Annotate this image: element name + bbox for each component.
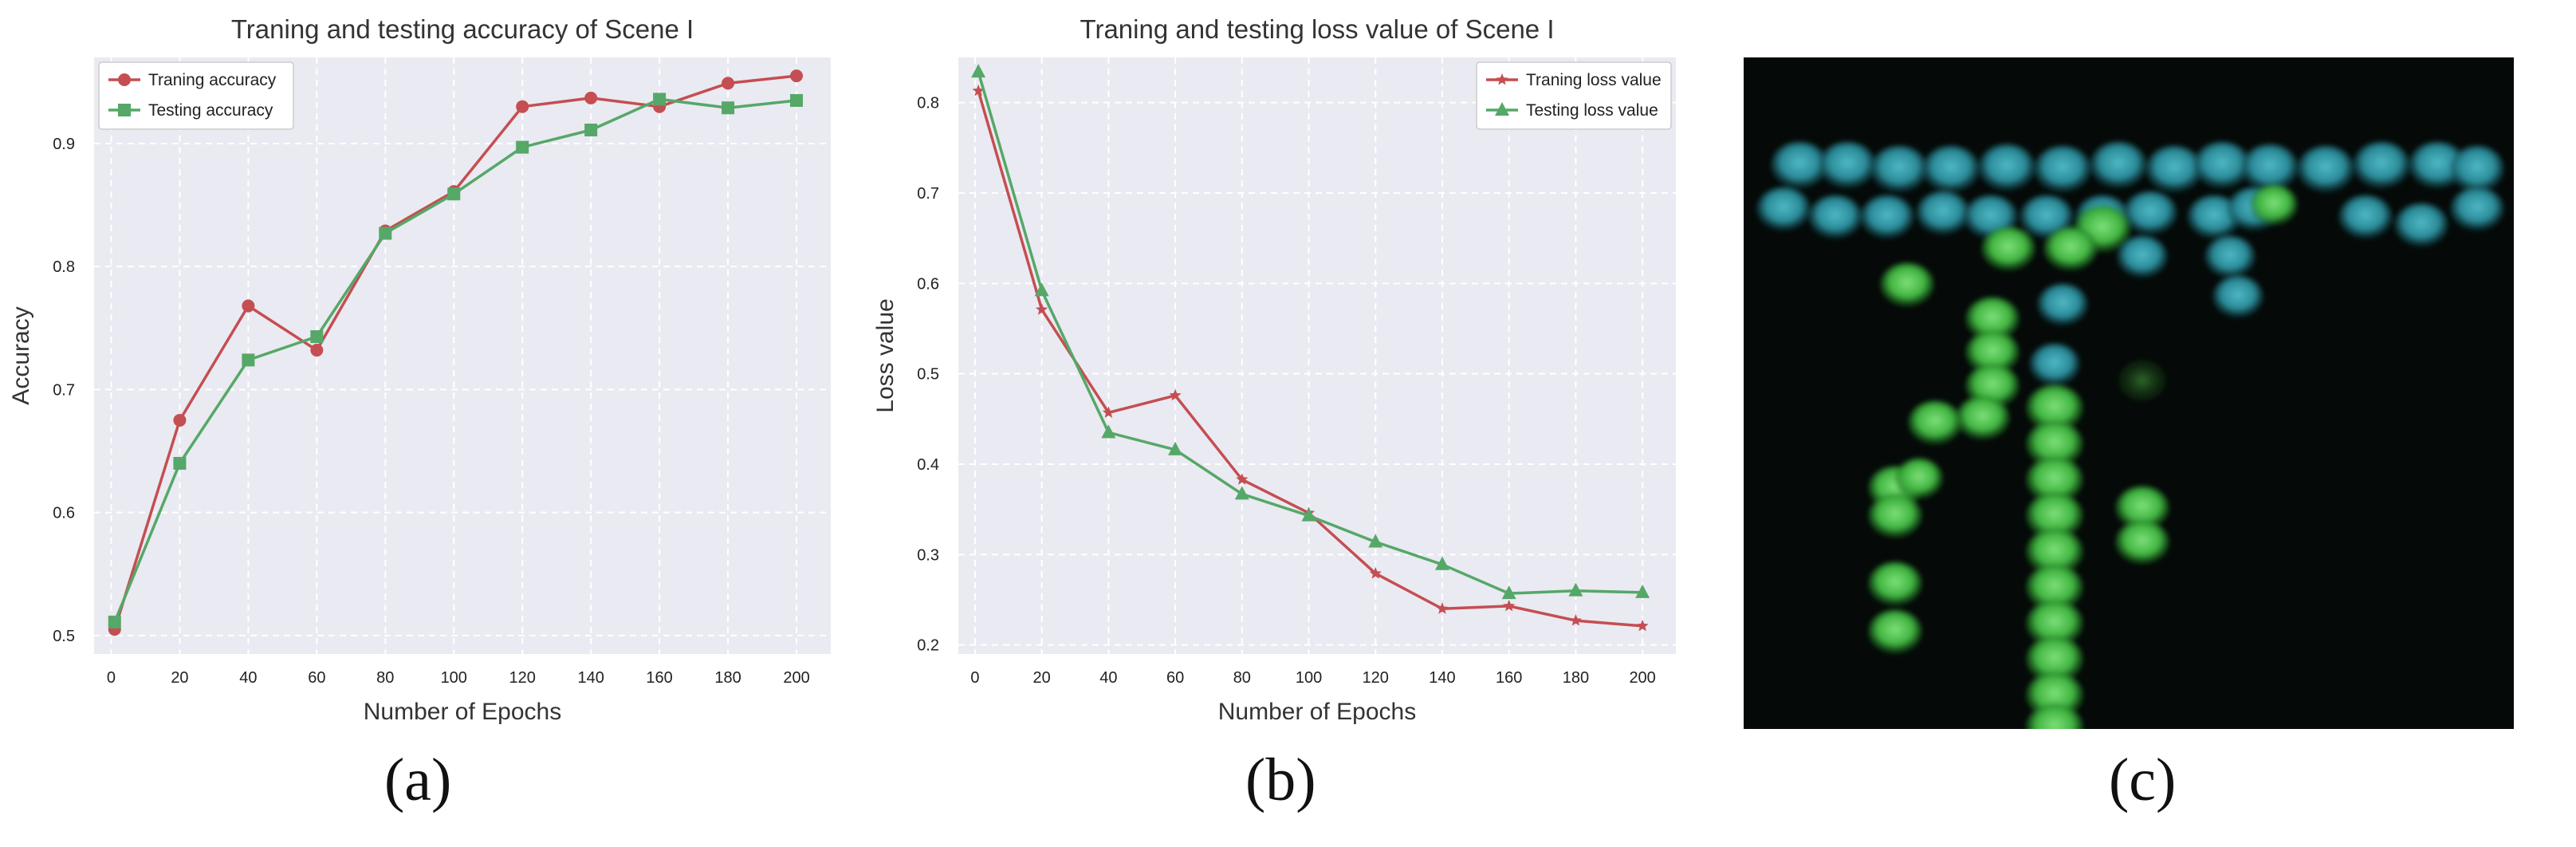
data-point <box>653 93 667 106</box>
data-point <box>310 344 324 357</box>
data-point <box>1169 388 1182 401</box>
y-axis-label: Accuracy <box>8 306 34 404</box>
data-point <box>1503 599 1516 612</box>
particle-visualization-image <box>1744 57 2514 729</box>
data-point <box>1501 585 1516 600</box>
data-point <box>1434 556 1449 570</box>
x-tick-label: 140 <box>1429 669 1455 687</box>
data-point <box>584 123 598 136</box>
data-point <box>310 330 324 344</box>
y-tick-label: 0.8 <box>917 95 939 112</box>
x-tick-label: 180 <box>714 669 741 687</box>
data-point <box>1102 406 1115 418</box>
y-tick-label: 0.3 <box>917 546 939 564</box>
data-point <box>1635 584 1650 598</box>
x-tick-label: 40 <box>1099 669 1117 687</box>
data-point <box>516 100 529 113</box>
loss-chart: 0 20 40 60 80 100 120 140 160 180 200 0.2 0.3 0.4 0.5 0… <box>872 14 1676 725</box>
data-point <box>790 93 804 107</box>
panel-label-a: (a) <box>384 747 452 814</box>
data-point <box>584 91 598 104</box>
y-tick-label: 0.6 <box>53 505 75 522</box>
data-point <box>1301 507 1316 522</box>
data-point <box>242 353 255 367</box>
legend-marker <box>118 104 131 116</box>
data-point <box>173 456 187 470</box>
y-tick-label: 0.8 <box>53 258 75 276</box>
panel-label-b: (b) <box>1245 747 1316 814</box>
x-tick-label: 180 <box>1563 669 1589 687</box>
legend <box>1476 61 1672 130</box>
x-tick-label: 20 <box>171 669 188 687</box>
data-point <box>722 101 735 115</box>
y-tick-label: 0.9 <box>53 136 75 153</box>
x-tick-label: 200 <box>1629 669 1655 687</box>
legend <box>98 61 294 130</box>
x-tick-label: 80 <box>376 669 394 687</box>
plot-area <box>958 57 1676 654</box>
x-tick-label: 200 <box>783 669 809 687</box>
chart-title: Traning and testing accuracy of Scene I <box>231 14 694 44</box>
data-point <box>1369 567 1382 579</box>
legend-label: Traning accuracy <box>148 71 277 89</box>
legend-label: Testing loss value <box>1526 101 1658 120</box>
x-tick-label: 80 <box>1233 669 1251 687</box>
x-tick-label: 140 <box>577 669 604 687</box>
data-point <box>379 227 392 240</box>
data-point <box>1034 282 1049 297</box>
x-tick-label: 120 <box>509 669 536 687</box>
x-tick-label: 0 <box>107 669 116 687</box>
data-point <box>1101 424 1116 439</box>
y-tick-label: 0.7 <box>53 381 75 399</box>
x-tick-label: 40 <box>239 669 257 687</box>
data-point <box>1636 619 1649 632</box>
x-tick-label: 0 <box>970 669 979 687</box>
data-point <box>971 64 986 78</box>
data-point <box>242 299 255 313</box>
data-point <box>1368 534 1383 548</box>
x-tick-label: 160 <box>1496 669 1522 687</box>
legend-marker <box>1495 102 1509 116</box>
data-point <box>173 413 187 427</box>
y-tick-label: 0.4 <box>917 456 939 474</box>
x-tick-label: 60 <box>1166 669 1184 687</box>
plot-area <box>94 57 831 654</box>
accuracy-chart: 0 20 40 60 80 100 120 140 160 180 200 0.5 0.6 0.7 0.8 0… <box>8 14 831 725</box>
data-point <box>790 69 804 83</box>
data-point <box>1036 303 1048 315</box>
x-tick-label: 100 <box>441 669 467 687</box>
x-axis-label: Number of Epochs <box>364 699 561 725</box>
legend-label: Testing accuracy <box>148 101 273 120</box>
legend-marker <box>118 73 131 86</box>
data-point <box>1569 614 1582 626</box>
data-point <box>516 140 529 154</box>
data-point <box>722 77 735 90</box>
legend-marker <box>1496 73 1508 85</box>
x-tick-label: 160 <box>646 669 672 687</box>
data-point <box>1236 473 1249 485</box>
y-tick-label: 0.5 <box>53 628 75 645</box>
data-point <box>108 615 121 628</box>
x-tick-label: 120 <box>1363 669 1389 687</box>
x-tick-label: 60 <box>308 669 325 687</box>
data-point <box>1568 582 1583 597</box>
legend-label: Traning loss value <box>1526 71 1662 89</box>
data-point <box>1234 486 1249 500</box>
data-point <box>972 84 985 97</box>
y-tick-label: 0.7 <box>917 185 939 203</box>
y-tick-label: 0.2 <box>917 637 939 655</box>
panel-label-c: (c) <box>2109 747 2177 814</box>
data-point <box>447 187 461 201</box>
y-tick-label: 0.5 <box>917 366 939 384</box>
chart-title: Traning and testing loss value of Scene … <box>1080 14 1555 44</box>
y-axis-label: Loss value <box>872 298 899 412</box>
data-point <box>1436 602 1449 614</box>
x-axis-label: Number of Epochs <box>1218 699 1416 725</box>
y-tick-label: 0.6 <box>917 275 939 293</box>
x-tick-label: 100 <box>1296 669 1322 687</box>
data-point <box>1168 441 1183 455</box>
x-tick-label: 20 <box>1033 669 1051 687</box>
